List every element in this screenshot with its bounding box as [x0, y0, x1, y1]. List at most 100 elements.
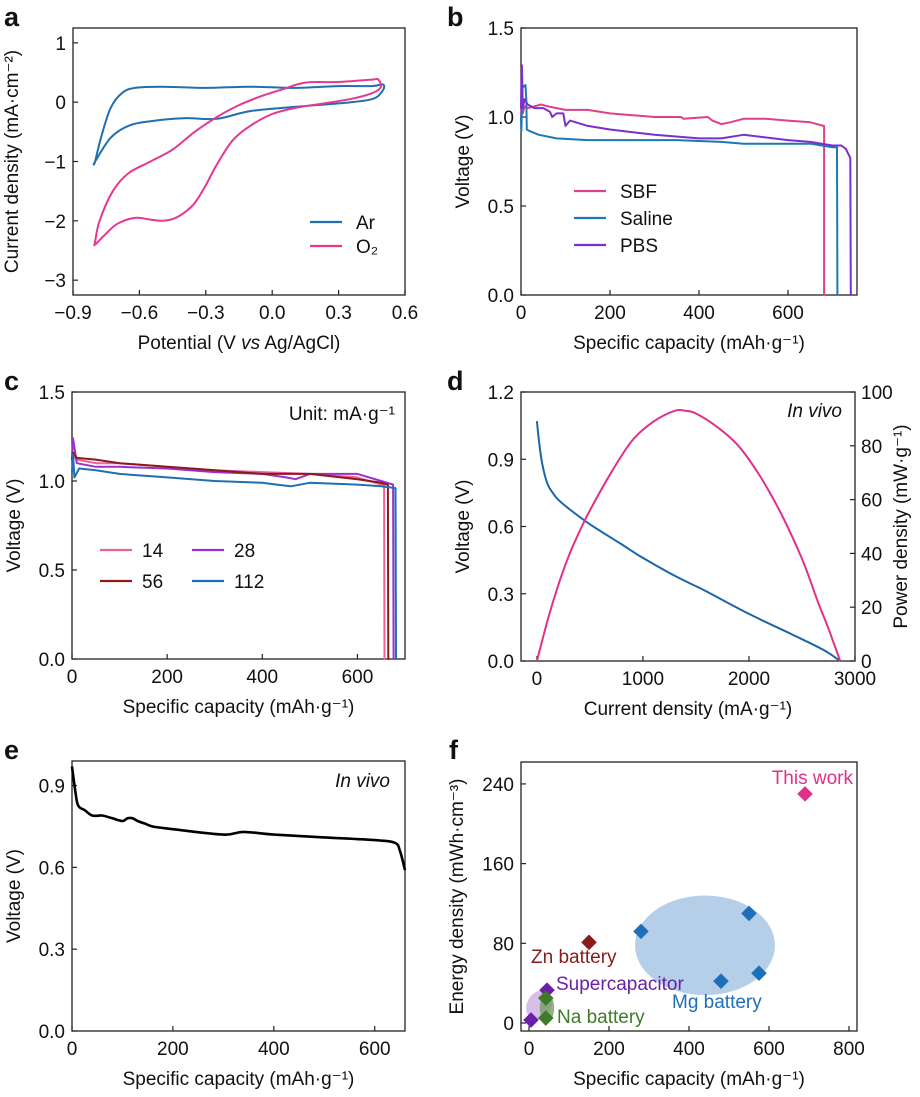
plot-frame — [71, 760, 406, 1032]
x-tick-label: 600 — [772, 303, 804, 324]
in-vivo-annotation: In vivo — [335, 771, 390, 792]
x-tick-label: 0 — [516, 303, 527, 324]
x-axis-label: Specific capacity (mAh·g⁻¹) — [123, 1069, 355, 1090]
discharge-curve-sbf — [520, 94, 826, 296]
x-axis-label: Specific capacity (mAh·g⁻¹) — [573, 1069, 805, 1090]
x-tick-label: 0.3 — [325, 303, 351, 324]
panel-e-in-vivo-discharge: 0 200 400 600 0.0 0.3 0.6 0.9 Specific capacity … — [4, 760, 407, 1090]
point-na-battery — [538, 990, 554, 1006]
label-supercapacitor: Supercapacitor — [556, 974, 684, 995]
x-tick-label: 0 — [67, 1039, 78, 1060]
y-tick-label: 0.6 — [488, 518, 514, 539]
discharge-curve-pbs — [520, 64, 852, 296]
y-axis-label: Voltage (V) — [4, 849, 25, 943]
y-tick-label: 0.3 — [39, 940, 65, 961]
discharge-curve-14 — [71, 455, 386, 660]
label-mg-battery: Mg battery — [672, 992, 762, 1013]
point-zn-battery — [581, 934, 597, 951]
x-tick-label: 400 — [673, 1039, 705, 1060]
x-axis-label-part: vs — [241, 333, 261, 354]
in-vivo-annotation: In vivo — [787, 401, 842, 422]
y-tick-label: −3 — [44, 271, 66, 292]
y-axis-label: Voltage (V) — [453, 480, 474, 574]
y-right-tick-label: 80 — [861, 437, 882, 458]
y-tick-label: 1.2 — [488, 383, 514, 404]
y-tick-label: 0.0 — [39, 1022, 65, 1043]
y-tick-label: 0.6 — [39, 858, 65, 879]
panel-b-discharge-media: 0 200 400 600 0.0 0.5 1.0 1.5 Specific capacity … — [453, 19, 858, 354]
legend-label-28: 28 — [234, 541, 255, 562]
x-tick-label: 400 — [258, 1039, 290, 1060]
panel-label-f: f — [449, 735, 459, 765]
panel-label-c: c — [4, 366, 19, 396]
panel-label-b: b — [447, 2, 464, 32]
label-zn-battery: Zn battery — [531, 947, 617, 968]
x-tick-label: 400 — [246, 667, 278, 688]
x-axis-label: Specific capacity (mAh·g⁻¹) — [573, 333, 805, 354]
y-tick-label: 0 — [503, 1014, 514, 1035]
panel-a-cv-curve: −0.9 −0.6 −0.3 0.0 0.3 0.6 1 0 −1 −2 −3 Potential (… — [2, 27, 418, 354]
y-tick-label: 160 — [482, 855, 514, 876]
point-mg-battery — [751, 965, 767, 981]
x-tick-label: 200 — [157, 1039, 189, 1060]
y-tick-label: 1.5 — [488, 19, 514, 40]
x-tick-label: 400 — [683, 303, 715, 324]
y-right-tick-label: 0 — [861, 652, 872, 673]
legend-label-saline: Saline — [620, 209, 673, 230]
y-right-axis-label: Power density (mW·g⁻¹) — [891, 424, 912, 628]
y-tick-label: 0.0 — [488, 652, 514, 673]
panel-f-ragone-comparison: 0 200 400 600 800 0 80 160 240 Specific capacity … — [447, 761, 865, 1090]
point-mg-battery — [633, 923, 649, 940]
y-axis-label: Energy density (mWh·cm⁻³) — [447, 779, 468, 1015]
x-tick-label: 200 — [593, 1039, 625, 1060]
x-axis-label: Potential (V vs Ag/AgCl) — [138, 333, 341, 354]
legend-label-sbf: SBF — [620, 182, 657, 203]
legend-label-14: 14 — [142, 541, 164, 562]
y-tick-label: 0.0 — [488, 286, 514, 307]
x-tick-label: −0.9 — [54, 303, 92, 324]
x-tick-label: 0.0 — [259, 303, 285, 324]
x-tick-label: 0.6 — [392, 303, 418, 324]
point-mg-battery — [741, 905, 757, 922]
panel-label-e: e — [4, 735, 19, 765]
y-right-tick-label: 60 — [861, 491, 882, 512]
y-right-tick-label: 20 — [861, 598, 882, 619]
y-right-tick-label: 100 — [861, 383, 893, 404]
point-mg-battery — [713, 973, 729, 989]
power-density-curve — [535, 408, 842, 662]
cv-curve-o — [93, 77, 383, 247]
point-na-battery — [538, 1010, 554, 1026]
x-tick-label: 600 — [342, 667, 374, 688]
legend-label-ar: Ar — [356, 213, 376, 234]
y-tick-label: 0.0 — [39, 650, 65, 671]
y-tick-label: 1.0 — [39, 472, 65, 493]
y-right-tick-label: 40 — [861, 544, 882, 565]
y-tick-label: 0.3 — [488, 585, 514, 606]
y-axis-label: Current density (mA·cm⁻²) — [2, 50, 23, 273]
point-this-work — [797, 786, 813, 802]
x-axis-label-part: Potential (V — [138, 333, 242, 354]
y-tick-label: 240 — [482, 775, 514, 796]
y-tick-label: 0.5 — [39, 561, 65, 582]
discharge-curve-56 — [71, 451, 390, 660]
panel-c-discharge-rates: 0 200 400 600 0.0 0.5 1.0 1.5 Specific capacity … — [4, 383, 406, 718]
y-tick-label: 0.9 — [488, 450, 514, 471]
x-tick-label: 2000 — [728, 669, 770, 690]
y-tick-label: −2 — [44, 212, 66, 233]
y-tick-label: 0.9 — [39, 777, 65, 798]
x-tick-label: 800 — [833, 1039, 865, 1060]
x-tick-label: 0 — [524, 1039, 535, 1060]
label-na-battery: Na battery — [557, 1007, 645, 1028]
x-tick-label: 0 — [532, 669, 543, 690]
region-mg-battery — [635, 895, 775, 996]
unit-annotation: Unit: mA·g⁻¹ — [289, 404, 395, 425]
plot-frame — [520, 27, 858, 296]
x-tick-label: 200 — [151, 667, 183, 688]
plot-frame — [520, 391, 856, 662]
label-this-work: This work — [772, 768, 854, 789]
legend-label-pbs: PBS — [620, 236, 658, 257]
y-tick-label: 1.5 — [39, 383, 65, 404]
y-tick-label: 1 — [55, 34, 66, 55]
plot-frame — [71, 391, 406, 660]
